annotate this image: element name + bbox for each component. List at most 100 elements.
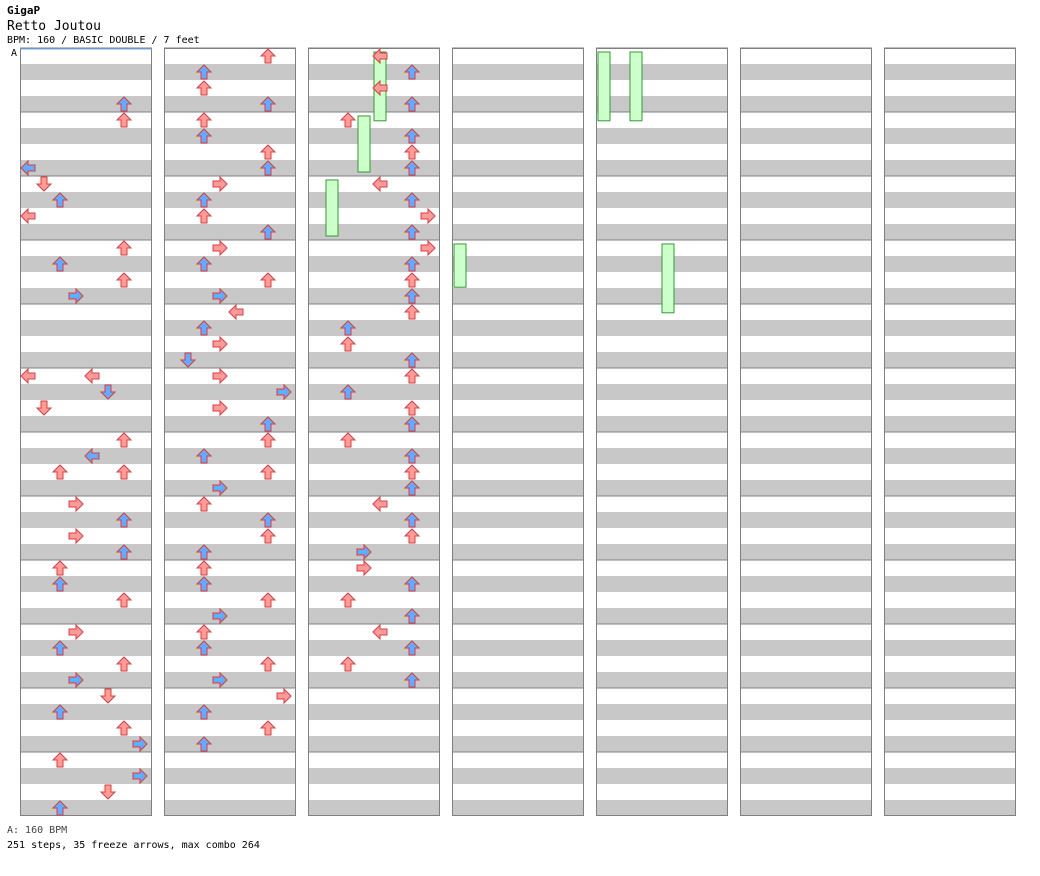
chart-column	[164, 47, 296, 816]
step-arrow	[195, 80, 213, 96]
step-arrow	[259, 96, 277, 112]
freeze-arrow	[453, 243, 467, 288]
step-arrow	[403, 672, 421, 688]
step-arrow	[403, 256, 421, 272]
step-arrow	[212, 239, 228, 257]
step-arrow	[195, 128, 213, 144]
step-arrow	[339, 384, 357, 400]
step-arrow	[403, 192, 421, 208]
bpm-legend: A: 160 BPM	[7, 825, 68, 836]
step-arrow	[339, 656, 357, 672]
step-arrow	[403, 512, 421, 528]
step-arrow	[51, 256, 69, 272]
chart-column	[740, 47, 872, 816]
artist-name: GigaP	[7, 4, 41, 17]
step-arrow	[99, 688, 117, 704]
step-arrow	[51, 800, 69, 816]
freeze-arrow	[629, 51, 643, 122]
step-arrow	[403, 96, 421, 112]
step-arrow	[20, 159, 36, 177]
step-arrow	[403, 368, 421, 384]
step-arrow	[68, 287, 84, 305]
freeze-arrow	[661, 243, 675, 314]
step-arrow	[68, 623, 84, 641]
step-arrow	[403, 416, 421, 432]
step-arrow	[372, 79, 388, 97]
step-arrow	[68, 671, 84, 689]
step-arrow	[212, 671, 228, 689]
step-arrow	[84, 367, 100, 385]
step-arrow	[339, 592, 357, 608]
step-arrow	[115, 656, 133, 672]
step-arrow	[259, 720, 277, 736]
step-arrow	[276, 687, 292, 705]
step-arrow	[115, 96, 133, 112]
step-arrow	[195, 640, 213, 656]
step-arrow	[115, 464, 133, 480]
step-arrow	[195, 544, 213, 560]
step-arrow	[51, 576, 69, 592]
step-arrow	[372, 495, 388, 513]
step-arrow	[403, 480, 421, 496]
step-arrow	[212, 287, 228, 305]
step-arrow	[403, 448, 421, 464]
step-arrow	[212, 175, 228, 193]
step-arrow	[115, 272, 133, 288]
step-arrow	[403, 608, 421, 624]
step-arrow	[195, 64, 213, 80]
step-arrow	[68, 495, 84, 513]
bpm-marker: A	[11, 48, 18, 59]
step-arrow	[259, 48, 277, 64]
step-arrow	[356, 543, 372, 561]
step-arrow	[403, 64, 421, 80]
step-arrow	[403, 144, 421, 160]
step-arrow	[356, 559, 372, 577]
step-arrow	[99, 784, 117, 800]
freeze-arrow	[357, 115, 371, 173]
step-arrow	[339, 320, 357, 336]
step-arrow	[115, 240, 133, 256]
step-arrow	[195, 576, 213, 592]
step-arrow	[212, 399, 228, 417]
step-arrow	[259, 224, 277, 240]
step-arrow	[339, 336, 357, 352]
step-arrow	[259, 272, 277, 288]
step-arrow	[212, 607, 228, 625]
step-arrow	[195, 704, 213, 720]
step-arrow	[403, 464, 421, 480]
step-arrow	[195, 624, 213, 640]
step-arrow	[51, 464, 69, 480]
step-arrow	[259, 432, 277, 448]
step-arrow	[195, 320, 213, 336]
step-arrow	[403, 304, 421, 320]
step-arrow	[84, 447, 100, 465]
step-arrow	[259, 464, 277, 480]
step-arrow	[195, 496, 213, 512]
step-arrow	[420, 239, 436, 257]
step-arrow	[20, 207, 36, 225]
step-arrow	[115, 112, 133, 128]
step-arrow	[51, 640, 69, 656]
step-arrow	[339, 112, 357, 128]
freeze-arrow	[325, 179, 339, 237]
step-arrow	[195, 112, 213, 128]
step-arrow	[420, 207, 436, 225]
step-arrow	[212, 367, 228, 385]
step-arrow	[51, 192, 69, 208]
step-arrow	[259, 416, 277, 432]
step-arrow	[99, 384, 117, 400]
step-arrow	[403, 400, 421, 416]
step-arrow	[403, 288, 421, 304]
song-title: Retto Joutou	[7, 19, 101, 34]
step-arrow	[115, 544, 133, 560]
step-arrow	[51, 560, 69, 576]
step-arrow	[403, 160, 421, 176]
step-arrow	[195, 736, 213, 752]
step-arrow	[372, 175, 388, 193]
chart-info: BPM: 160 / BASIC DOUBLE / 7 feet	[7, 35, 200, 46]
step-arrow	[403, 128, 421, 144]
step-arrow	[51, 704, 69, 720]
step-arrow	[212, 479, 228, 497]
step-arrow	[403, 528, 421, 544]
